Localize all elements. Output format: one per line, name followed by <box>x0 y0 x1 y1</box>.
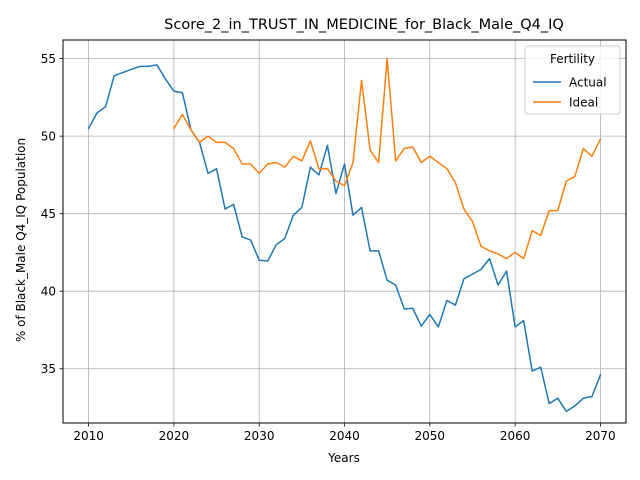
y-tick-label: 35 <box>41 362 56 376</box>
x-tick-label: 2050 <box>415 429 446 443</box>
x-axis-label: Years <box>327 451 360 465</box>
x-tick-label: 2040 <box>329 429 360 443</box>
legend-title: Fertility <box>550 52 595 66</box>
grid-lines <box>63 40 626 423</box>
y-tick-label: 55 <box>41 52 56 66</box>
series-line-actual <box>87 64 602 413</box>
x-tick-label: 2020 <box>159 429 190 443</box>
y-axis-label: % of Black_Male Q4_IQ Population <box>14 138 28 342</box>
series-lines <box>87 57 602 413</box>
legend-label-ideal: Ideal <box>569 96 598 110</box>
x-tick-label: 2010 <box>73 429 104 443</box>
x-tick-label: 2060 <box>500 429 531 443</box>
y-tick-label: 45 <box>41 207 56 221</box>
y-tick-label: 50 <box>41 130 56 144</box>
x-tick-label: 2030 <box>244 429 275 443</box>
legend-box <box>524 45 621 115</box>
x-tick-label: 2070 <box>585 429 616 443</box>
series-line-ideal <box>172 57 602 260</box>
axis-ticks: 2010 2020 2030 2040 2050 2060 2070 35 40 45 50 55 <box>41 52 616 443</box>
chart-title: Score_2_in_TRUST_IN_MEDICINE_for_Black_M… <box>164 17 564 33</box>
legend: Fertility Actual Ideal <box>524 45 621 115</box>
legend-label-actual: Actual <box>569 76 607 90</box>
y-tick-label: 40 <box>41 285 56 299</box>
